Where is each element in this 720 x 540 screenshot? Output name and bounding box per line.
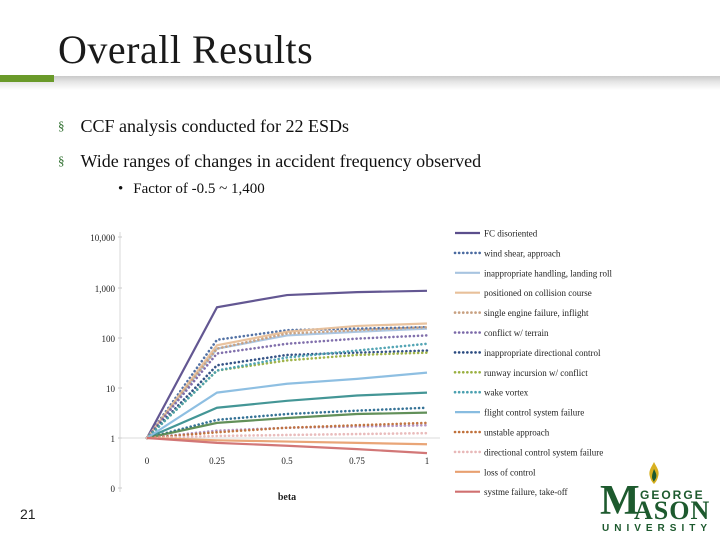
series-line-11	[145, 431, 429, 440]
bullet-1: § CCF analysis conducted for 22 ESDs	[58, 116, 349, 137]
logo-george: GEORGE	[640, 488, 705, 502]
series-line-extra-0	[146, 391, 428, 440]
legend-label: positioned on collision course	[484, 288, 592, 298]
sub-bullet-mark: •	[118, 181, 124, 197]
y-tick-label: 1,000	[95, 284, 116, 294]
george-mason-logo: M GEORGE ASON UNIVERSITY	[600, 462, 715, 534]
legend-label: directional control system failure	[484, 447, 603, 457]
series-line-4	[145, 325, 429, 440]
flame-icon	[649, 462, 659, 484]
title-divider	[0, 76, 720, 90]
sub-bullet-1-text: Factor of -0.5 ~ 1,400	[133, 181, 265, 197]
y-tick-label: 10,000	[90, 233, 115, 243]
series-line-extra-2	[146, 411, 428, 440]
slide-number: 21	[20, 506, 36, 522]
legend-label: inappropriate directional control	[484, 348, 601, 358]
series-line-3	[146, 322, 428, 439]
x-axis-title: beta	[278, 492, 296, 503]
legend-label: single engine failure, inflight	[484, 308, 589, 318]
x-tick-label: 0.5	[281, 456, 293, 466]
bullet-mark: §	[58, 118, 65, 133]
legend-label: loss of control	[484, 467, 536, 477]
x-tick-label: 1	[425, 456, 430, 466]
legend-label: wind shear, approach	[484, 248, 561, 258]
bullet-2: § Wide ranges of changes in accident freq…	[58, 151, 481, 172]
x-tick-label: 0.25	[209, 456, 225, 466]
y-tick-label: 10	[106, 384, 116, 394]
legend-label: runway incursion w/ conflict	[484, 368, 588, 378]
logo-university: UNIVERSITY	[602, 523, 713, 534]
legend-label: systme failure, take-off	[484, 487, 568, 497]
series-line-5	[145, 334, 429, 440]
series-line-6	[145, 349, 429, 440]
y-tick-label: 100	[102, 334, 116, 344]
legend-label: FC disoriented	[484, 229, 538, 239]
series-line-0	[146, 289, 428, 439]
y-tick-label: 1	[111, 434, 116, 444]
slide-title: Overall Results	[58, 27, 314, 72]
sub-bullet-1: • Factor of -0.5 ~ 1,400	[118, 181, 265, 198]
legend-label: flight control system failure	[484, 408, 584, 418]
title-accent-bar	[0, 75, 54, 82]
legend-label: unstable approach	[484, 428, 550, 438]
bullet-mark: §	[58, 153, 65, 168]
series-line-12	[146, 436, 428, 446]
bullet-1-text: CCF analysis conducted for 22 ESDs	[80, 116, 349, 136]
logo-m: M	[600, 478, 640, 524]
series-line-extra-1	[145, 406, 429, 440]
series-line-8	[145, 342, 429, 440]
x-tick-label: 0	[145, 456, 150, 466]
legend-label: conflict w/ terrain	[484, 328, 549, 338]
y-tick-label: 0	[111, 484, 116, 494]
legend-label: inappropriate handling, landing roll	[484, 268, 612, 278]
bullet-2-text: Wide ranges of changes in accident frequ…	[80, 151, 482, 171]
x-tick-label: 0.75	[349, 456, 365, 466]
series-line-9	[146, 371, 428, 439]
logo-ason: ASON	[634, 496, 711, 525]
series-line-13	[146, 436, 428, 455]
legend-label: wake vortex	[484, 388, 529, 398]
series-line-10	[145, 421, 429, 440]
series-line-2	[146, 327, 428, 439]
